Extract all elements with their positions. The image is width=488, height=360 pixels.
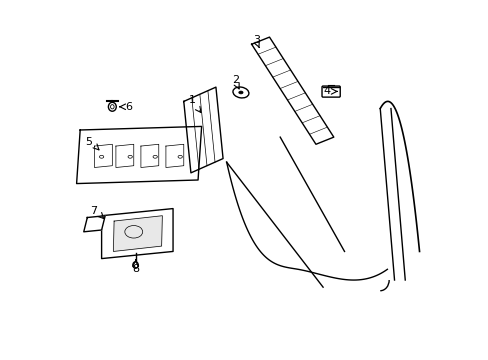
Ellipse shape (238, 91, 243, 94)
Polygon shape (165, 144, 183, 167)
Text: 2: 2 (232, 75, 239, 85)
Polygon shape (94, 144, 112, 167)
Polygon shape (83, 216, 105, 232)
Ellipse shape (108, 102, 116, 111)
Polygon shape (116, 144, 134, 167)
Polygon shape (251, 37, 333, 144)
Text: 5: 5 (85, 138, 92, 148)
FancyBboxPatch shape (322, 86, 340, 97)
Polygon shape (183, 87, 223, 173)
Polygon shape (77, 126, 201, 184)
Ellipse shape (133, 262, 138, 268)
Text: 4: 4 (323, 86, 329, 96)
Text: 1: 1 (189, 95, 196, 105)
Text: 8: 8 (132, 264, 139, 274)
Polygon shape (102, 208, 173, 258)
Polygon shape (113, 216, 162, 251)
Ellipse shape (232, 87, 248, 98)
Text: 7: 7 (90, 206, 97, 216)
Text: 3: 3 (253, 35, 260, 45)
Text: 6: 6 (124, 102, 132, 112)
Polygon shape (141, 144, 159, 167)
